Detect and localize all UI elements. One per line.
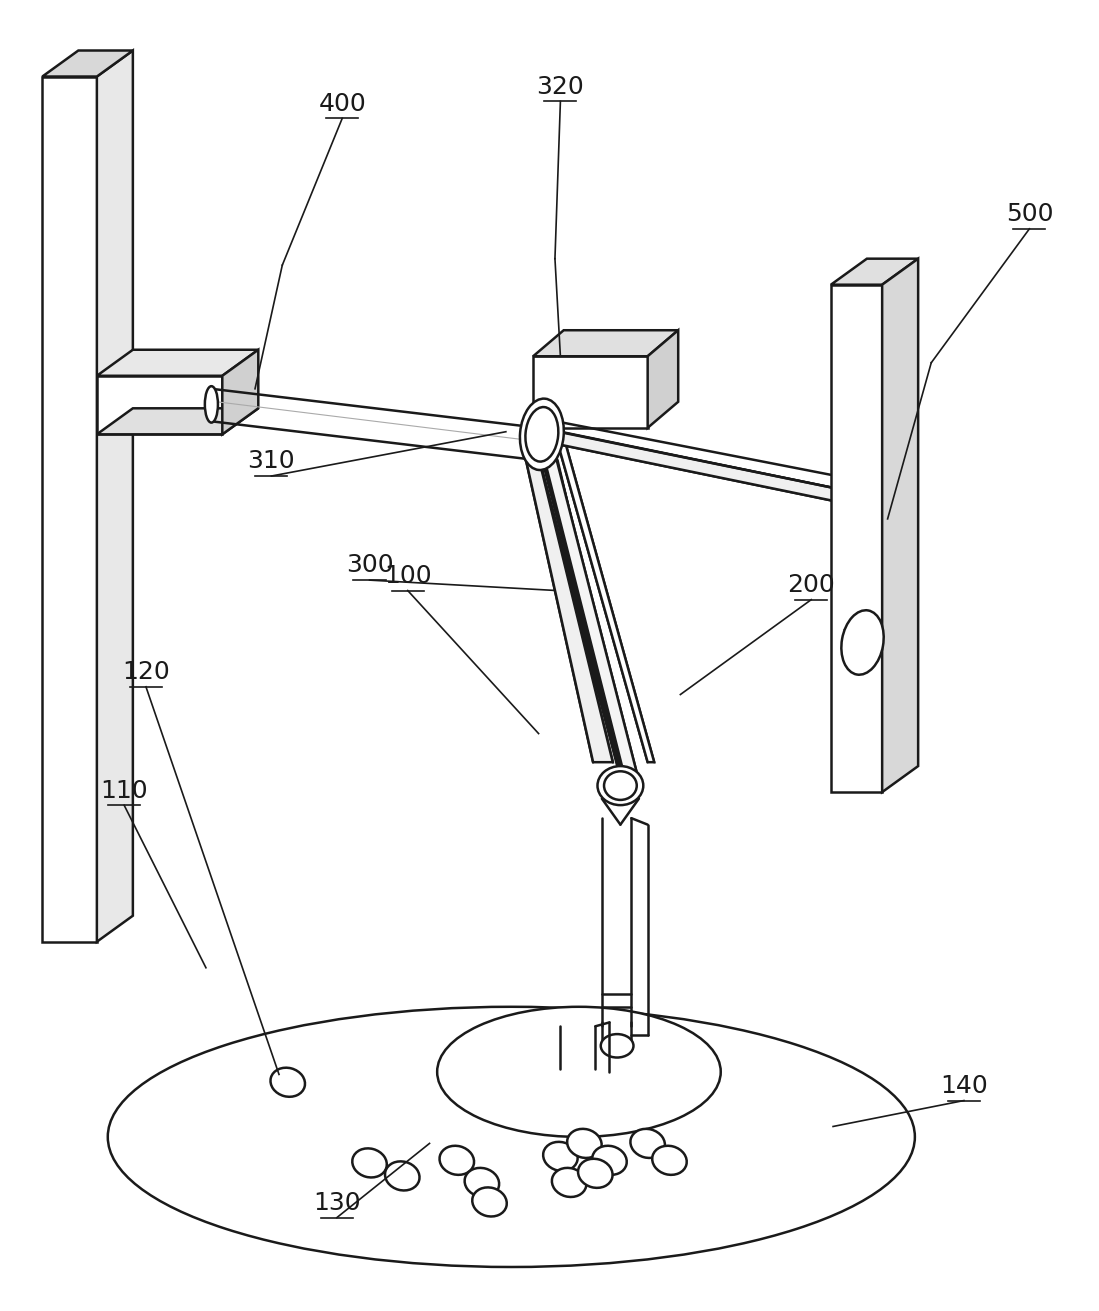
- Polygon shape: [533, 357, 647, 427]
- Polygon shape: [97, 376, 222, 434]
- Text: 500: 500: [1006, 202, 1053, 227]
- Polygon shape: [545, 444, 632, 792]
- Ellipse shape: [592, 1146, 626, 1175]
- Polygon shape: [531, 434, 625, 787]
- Ellipse shape: [520, 399, 564, 471]
- Polygon shape: [533, 330, 678, 357]
- Text: 100: 100: [384, 564, 432, 587]
- Text: 140: 140: [940, 1074, 988, 1097]
- Polygon shape: [97, 51, 133, 941]
- Polygon shape: [43, 76, 97, 941]
- Ellipse shape: [108, 1007, 914, 1266]
- Polygon shape: [97, 350, 258, 376]
- Ellipse shape: [598, 766, 643, 805]
- Polygon shape: [544, 458, 636, 772]
- Ellipse shape: [440, 1146, 474, 1175]
- Ellipse shape: [353, 1148, 387, 1177]
- Text: 310: 310: [247, 450, 296, 473]
- Ellipse shape: [601, 1034, 633, 1058]
- Text: 320: 320: [536, 75, 585, 98]
- Polygon shape: [525, 458, 613, 762]
- Polygon shape: [831, 258, 918, 284]
- Ellipse shape: [437, 1007, 721, 1137]
- Ellipse shape: [543, 1142, 578, 1171]
- Polygon shape: [558, 444, 654, 762]
- Ellipse shape: [842, 610, 884, 675]
- Polygon shape: [222, 350, 258, 434]
- Ellipse shape: [465, 1168, 499, 1197]
- Polygon shape: [553, 450, 636, 794]
- Polygon shape: [97, 408, 258, 434]
- Text: 200: 200: [787, 573, 835, 597]
- Polygon shape: [558, 431, 877, 510]
- Polygon shape: [43, 51, 133, 76]
- Ellipse shape: [552, 1168, 587, 1197]
- Polygon shape: [831, 284, 882, 792]
- Ellipse shape: [270, 1067, 306, 1097]
- Ellipse shape: [385, 1162, 420, 1190]
- Polygon shape: [882, 258, 918, 792]
- Ellipse shape: [473, 1188, 507, 1217]
- Ellipse shape: [652, 1146, 687, 1175]
- Ellipse shape: [631, 1129, 665, 1158]
- Ellipse shape: [604, 771, 636, 800]
- Ellipse shape: [567, 1129, 601, 1158]
- Ellipse shape: [525, 406, 558, 461]
- Polygon shape: [647, 330, 678, 427]
- Ellipse shape: [578, 1159, 612, 1188]
- Text: 130: 130: [313, 1190, 360, 1215]
- Polygon shape: [537, 439, 629, 789]
- Text: 300: 300: [346, 553, 393, 577]
- Text: 400: 400: [319, 92, 366, 115]
- Text: 120: 120: [122, 661, 170, 684]
- Text: 110: 110: [100, 779, 148, 802]
- Ellipse shape: [204, 387, 218, 422]
